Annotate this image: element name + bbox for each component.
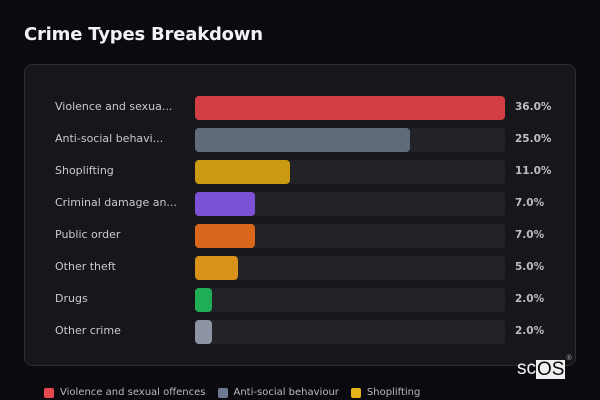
- legend-item[interactable]: Anti-social behaviour: [217, 387, 339, 398]
- bar-fill[interactable]: [195, 160, 290, 184]
- bar-fill[interactable]: [195, 320, 213, 344]
- bar-fill[interactable]: [195, 224, 256, 248]
- bar-value: 2.0%: [515, 325, 545, 337]
- bar-label: Violence and sexua...: [55, 100, 173, 113]
- bar-fill[interactable]: [195, 96, 505, 120]
- bar-track: [195, 224, 505, 248]
- chart-card: Violence and sexua... 36.0% Anti-social be…: [24, 64, 576, 366]
- legend-label: Anti-social behaviour: [233, 387, 339, 398]
- bar-fill[interactable]: [195, 192, 256, 216]
- bar-track: [195, 256, 505, 280]
- legend-label: Shoplifting: [366, 387, 421, 398]
- legend-swatch-icon: [350, 387, 361, 398]
- bar-track: [195, 288, 505, 312]
- logo-os: OS: [536, 358, 566, 380]
- bar-label: Other crime: [55, 324, 121, 337]
- bar-fill[interactable]: [195, 288, 213, 312]
- chart-legend: Violence and sexual offences Anti-social …: [44, 387, 420, 398]
- bar-value: 25.0%: [515, 133, 552, 145]
- bar-row[interactable]: Drugs 2.0%: [25, 288, 575, 312]
- bar-label: Drugs: [55, 292, 88, 305]
- legend-label: Violence and sexual offences: [60, 387, 206, 398]
- bar-track: [195, 96, 505, 120]
- bar-fill[interactable]: [195, 128, 411, 152]
- bar-row[interactable]: Shoplifting 11.0%: [25, 160, 575, 184]
- logo-sc: sc: [517, 358, 536, 379]
- bar-value: 7.0%: [515, 229, 545, 241]
- bar-row[interactable]: Criminal damage an... 7.0%: [25, 192, 575, 216]
- bar-track: [195, 192, 505, 216]
- bar-row[interactable]: Public order 7.0%: [25, 224, 575, 248]
- bar-label: Shoplifting: [55, 164, 114, 177]
- bar-value: 11.0%: [515, 165, 552, 177]
- registered-mark: ®: [566, 355, 572, 362]
- bar-label: Criminal damage an...: [55, 196, 177, 209]
- bar-track: [195, 320, 505, 344]
- bar-fill[interactable]: [195, 256, 239, 280]
- bar-row[interactable]: Violence and sexua... 36.0%: [25, 96, 575, 120]
- chart-title: Crime Types Breakdown: [24, 24, 263, 45]
- bar-row[interactable]: Other theft 5.0%: [25, 256, 575, 280]
- bar-value: 36.0%: [515, 101, 552, 113]
- bar-row[interactable]: Anti-social behavi... 25.0%: [25, 128, 575, 152]
- bar-value: 7.0%: [515, 197, 545, 209]
- legend-item[interactable]: Shoplifting: [350, 387, 421, 398]
- bar-label: Anti-social behavi...: [55, 132, 164, 145]
- bar-label: Other theft: [55, 260, 116, 273]
- legend-item[interactable]: Violence and sexual offences: [44, 387, 206, 398]
- scos-logo: sc OS ®: [517, 355, 572, 380]
- bar-track: [195, 160, 505, 184]
- legend-swatch-icon: [217, 387, 228, 398]
- bar-label: Public order: [55, 228, 121, 241]
- bar-value: 2.0%: [515, 293, 545, 305]
- bar-track: [195, 128, 505, 152]
- bar-value: 5.0%: [515, 261, 545, 273]
- bar-row[interactable]: Other crime 2.0%: [25, 320, 575, 344]
- legend-swatch-icon: [44, 387, 54, 398]
